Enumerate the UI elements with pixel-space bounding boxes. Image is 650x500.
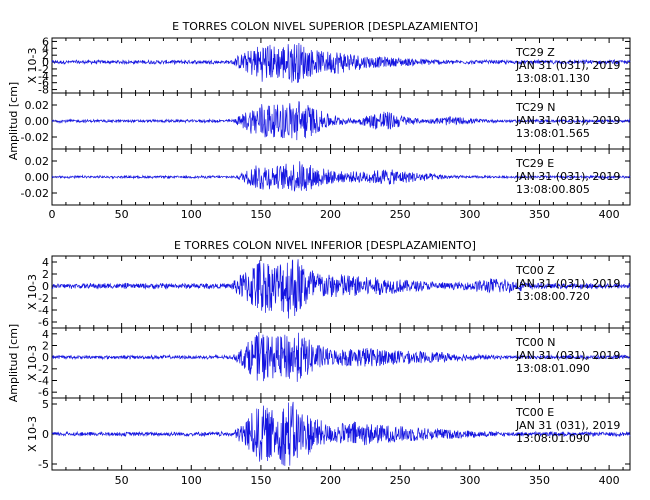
x-tick-label: 250 <box>390 474 411 487</box>
y-tick-label: -2 <box>38 363 49 376</box>
record-time: 13:08:01.090 <box>516 432 590 445</box>
station-component: TC00 N <box>515 336 555 349</box>
y-tick-label: -8 <box>38 84 49 97</box>
record-time: 13:08:01.090 <box>516 362 590 375</box>
y-tick-label: 0 <box>42 280 49 293</box>
y-axis-label: Amplitud [cm] <box>7 324 20 402</box>
record-time: 13:08:01.130 <box>516 72 590 85</box>
x-tick-label: 150 <box>250 474 271 487</box>
record-date: JAN 31 (031), 2019 <box>515 419 620 432</box>
chart-2: E TORRES COLON NIVEL INFERIOR [DESPLAZAM… <box>7 239 631 487</box>
record-date: JAN 31 (031), 2019 <box>515 59 620 72</box>
y-tick-label: 0.00 <box>25 115 50 128</box>
y-tick-label: 0 <box>42 56 49 69</box>
station-component: TC00 E <box>515 406 554 419</box>
waveform-trace <box>51 259 631 319</box>
y-tick-label: -4 <box>38 70 49 83</box>
chart-title: E TORRES COLON NIVEL INFERIOR [DESPLAZAM… <box>174 239 476 252</box>
y-tick-label: 4 <box>42 42 49 55</box>
waveform-trace <box>51 43 631 83</box>
x-tick-label: 400 <box>599 208 620 221</box>
x-tick-label: 150 <box>250 208 271 221</box>
x-tick-label: 400 <box>599 474 620 487</box>
station-component: TC29 N <box>515 101 555 114</box>
x-tick-label: 200 <box>320 208 341 221</box>
y-tick-label: -0.02 <box>21 187 49 200</box>
y-tick-label: -2 <box>38 292 49 305</box>
waveform-trace <box>51 332 631 382</box>
station-component: TC29 Z <box>515 46 555 59</box>
y-tick-label: -6 <box>38 77 49 90</box>
scale-label: X 10-3 <box>26 416 39 452</box>
record-time: 13:08:00.805 <box>516 183 590 196</box>
y-tick-label: -6 <box>38 316 49 329</box>
y-tick-label: 0 <box>42 351 49 364</box>
record-date: JAN 31 (031), 2019 <box>515 349 620 362</box>
x-tick-label: 0 <box>49 208 56 221</box>
y-tick-label: -5 <box>38 458 49 471</box>
y-axis-label: Amplitud [cm] <box>7 82 20 160</box>
chart-title: E TORRES COLON NIVEL SUPERIOR [DESPLAZAM… <box>172 20 478 33</box>
x-tick-label: 50 <box>115 474 129 487</box>
x-tick-label: 100 <box>181 474 202 487</box>
y-tick-label: 4 <box>42 328 49 341</box>
x-tick-label: 350 <box>529 208 550 221</box>
y-tick-label: -6 <box>38 386 49 399</box>
y-tick-label: 5 <box>42 398 49 411</box>
y-tick-label: 0.02 <box>25 155 50 168</box>
waveform-trace <box>51 101 631 141</box>
y-tick-label: 2 <box>42 268 49 281</box>
y-tick-label: 6 <box>42 35 49 48</box>
y-tick-label: 4 <box>42 256 49 269</box>
waveform-trace <box>51 161 631 192</box>
x-tick-label: 200 <box>320 474 341 487</box>
y-tick-label: 2 <box>42 340 49 353</box>
record-time: 13:08:01.565 <box>516 127 590 140</box>
scale-label: X 10-3 <box>26 48 39 84</box>
station-component: TC29 E <box>515 157 554 170</box>
record-date: JAN 31 (031), 2019 <box>515 114 620 127</box>
y-tick-label: -2 <box>38 63 49 76</box>
y-tick-label: -0.02 <box>21 131 49 144</box>
y-tick-label: 0.02 <box>25 99 50 112</box>
x-tick-label: 100 <box>181 208 202 221</box>
scale-label: X 10-3 <box>26 274 39 310</box>
x-tick-label: 350 <box>529 474 550 487</box>
chart-1: E TORRES COLON NIVEL SUPERIOR [DESPLAZAM… <box>7 20 631 221</box>
y-tick-label: 0 <box>42 428 49 441</box>
station-component: TC00 Z <box>515 264 555 277</box>
record-date: JAN 31 (031), 2019 <box>515 277 620 290</box>
x-tick-label: 300 <box>459 474 480 487</box>
y-tick-label: 2 <box>42 49 49 62</box>
record-time: 13:08:00.720 <box>516 290 590 303</box>
x-tick-label: 250 <box>390 208 411 221</box>
y-tick-label: -4 <box>38 375 49 388</box>
record-date: JAN 31 (031), 2019 <box>515 170 620 183</box>
x-tick-label: 50 <box>115 208 129 221</box>
waveform-trace <box>51 401 631 466</box>
x-tick-label: 300 <box>459 208 480 221</box>
y-tick-label: -4 <box>38 304 49 317</box>
y-tick-label: 0.00 <box>25 171 50 184</box>
scale-label: X 10-3 <box>26 345 39 381</box>
